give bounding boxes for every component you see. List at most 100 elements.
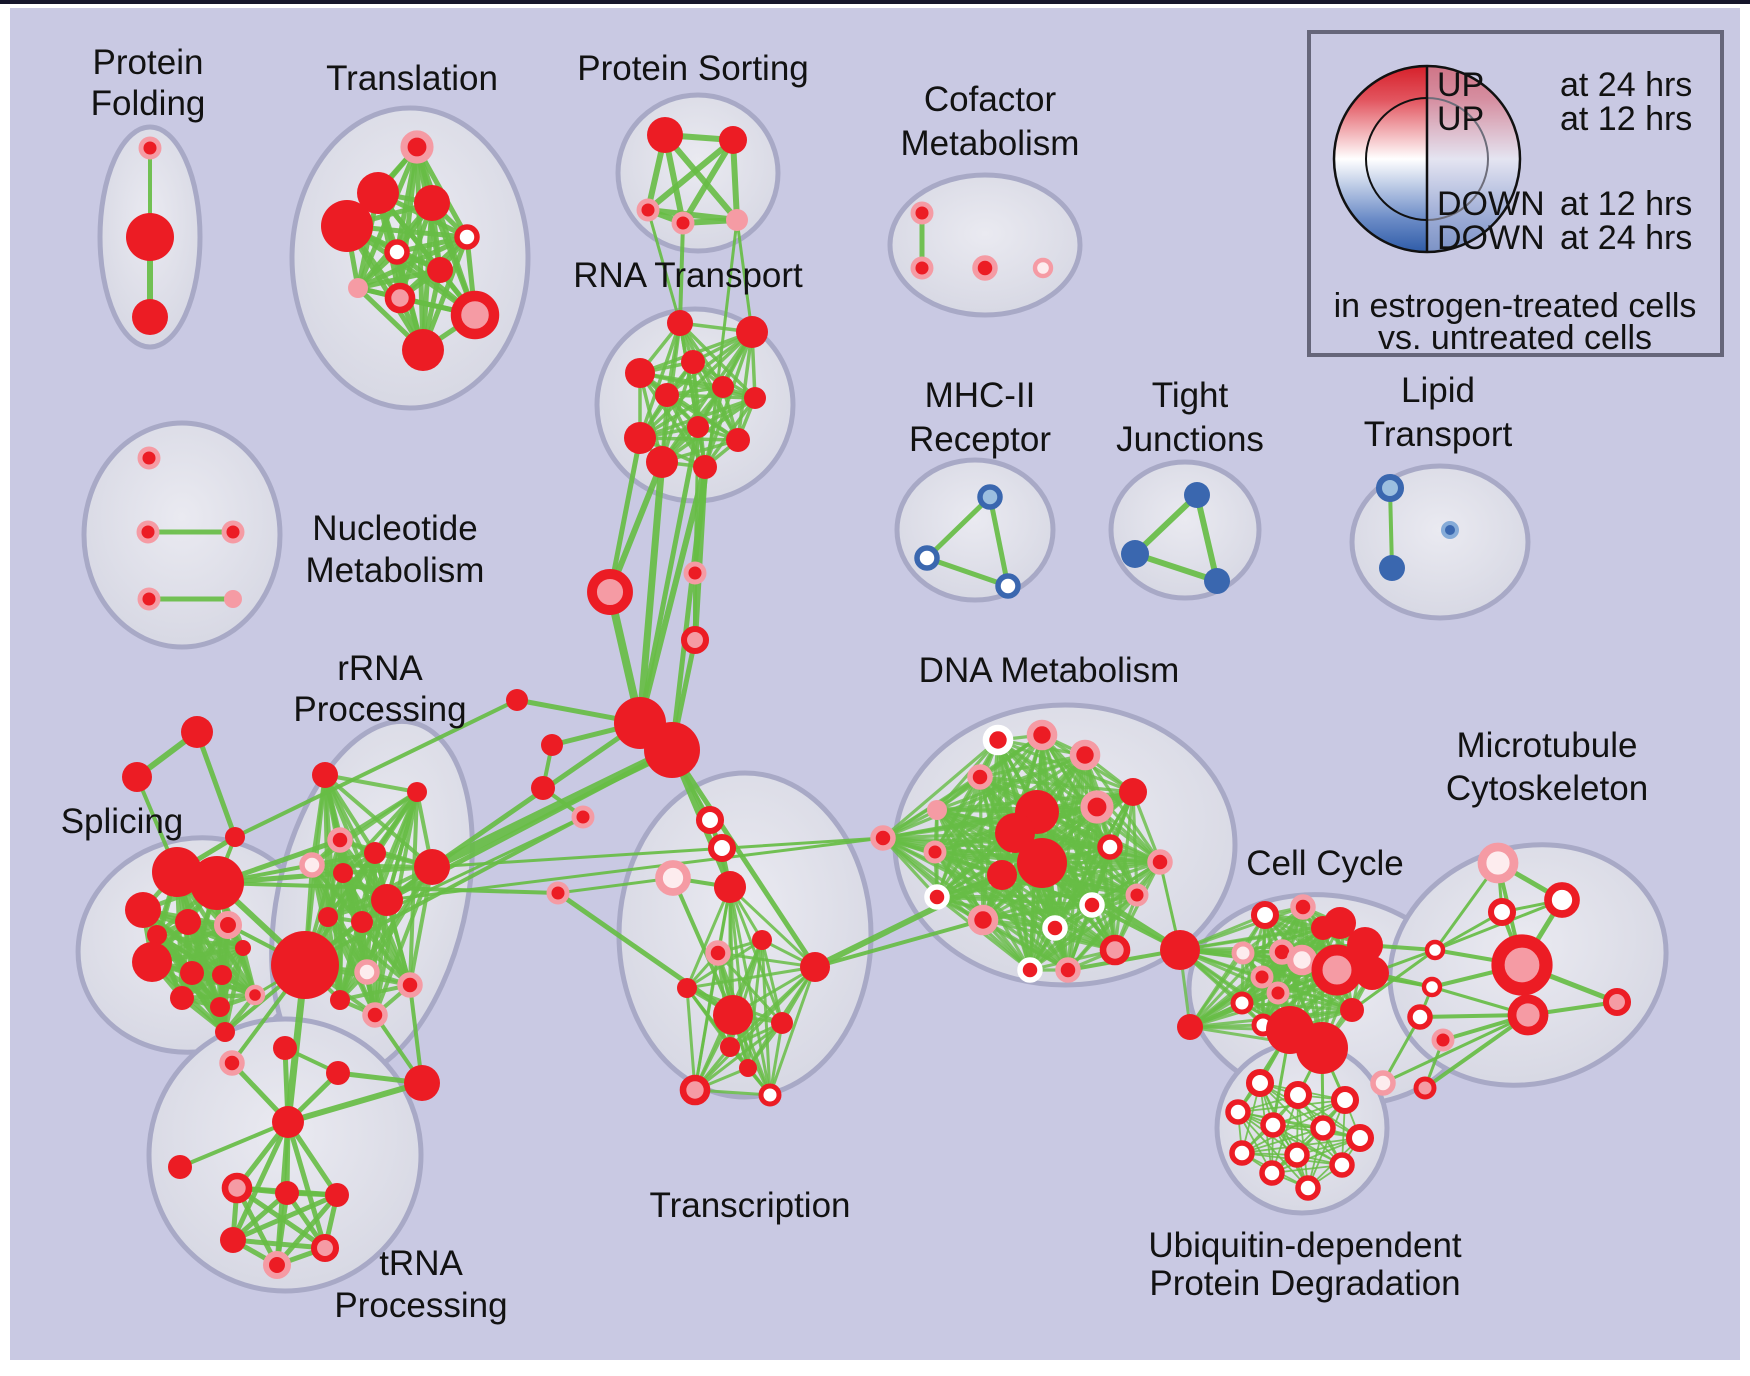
gene-node-169 [1370, 1070, 1396, 1096]
gene-node-47 [1379, 555, 1405, 581]
gene-node-166 [1507, 994, 1549, 1036]
gene-node-167 [1602, 987, 1632, 1017]
gene-node-120 [1119, 778, 1147, 806]
edge [408, 865, 434, 987]
gene-node-140 [1160, 930, 1200, 970]
gene-node-23 [667, 310, 693, 336]
gene-node-75 [312, 762, 338, 788]
gene-node-138 [1055, 957, 1081, 983]
gene-node-172 [1283, 1080, 1313, 1110]
edge [981, 918, 1070, 972]
edge [703, 330, 754, 469]
cluster-label-ubiquitin-degradation-line2: Protein Degradation [1149, 1264, 1460, 1303]
gene-node-43 [1184, 482, 1210, 508]
gene-node-95 [168, 1155, 192, 1179]
gene-node-119 [1069, 739, 1101, 771]
cluster-ellipse-nucleotide-metabolism [81, 420, 283, 650]
edge [194, 729, 238, 840]
cluster-label-protein-sorting-line1: Protein Sorting [577, 49, 809, 88]
gene-node-71 [170, 986, 194, 1010]
edge [1271, 1137, 1361, 1174]
gene-node-65 [147, 925, 167, 945]
cluster-label-translation-line1: Translation [326, 59, 498, 98]
gene-node-21 [972, 255, 998, 281]
edge [981, 860, 1162, 922]
cluster-label-nucleotide-metabolism-line2: Metabolism [306, 551, 485, 590]
gene-node-159 [1477, 842, 1519, 884]
edge [373, 898, 389, 1017]
gene-node-57 [644, 722, 700, 778]
edge [1194, 492, 1220, 584]
cluster-label-rna-transport-line1: RNA Transport [573, 256, 803, 295]
edge [669, 747, 818, 970]
gene-node-17 [671, 211, 695, 235]
edge [735, 218, 754, 334]
gene-node-28 [712, 376, 734, 398]
cluster-ellipse-tight-junctions [1108, 459, 1262, 601]
gene-node-14 [647, 117, 683, 153]
gene-node-123 [1080, 790, 1114, 824]
gene-node-156 [1296, 1022, 1348, 1074]
cluster-label-transcription-line1: Transcription [650, 1186, 851, 1225]
gene-node-29 [744, 387, 766, 409]
gene-node-35 [137, 446, 161, 470]
edge [1241, 951, 1265, 1027]
edge [274, 1192, 340, 1268]
legend-time-1: at 12 hrs [1560, 100, 1692, 138]
gene-node-74 [215, 1022, 235, 1042]
gene-node-134 [967, 904, 999, 936]
gene-node-20 [910, 256, 934, 280]
legend-direction-2: DOWN [1437, 185, 1545, 223]
edge [646, 208, 682, 325]
gene-node-135 [1079, 892, 1105, 918]
legend-footer-line2: vs. untreated cells [1378, 319, 1652, 357]
gene-node-44 [1121, 540, 1149, 568]
gene-node-127 [995, 813, 1035, 853]
gene-node-181 [1259, 1160, 1285, 1186]
gene-node-160 [1544, 882, 1580, 918]
edge [179, 992, 258, 1001]
cluster-label-splicing-line1: Splicing [61, 802, 184, 841]
edge [323, 773, 419, 794]
gene-node-151 [1250, 965, 1274, 989]
edge [881, 831, 1017, 840]
gene-node-22 [1032, 257, 1054, 279]
gene-node-180 [1329, 1152, 1355, 1178]
gene-node-30 [624, 422, 656, 454]
gene-node-175 [1260, 1112, 1286, 1138]
edge [768, 965, 817, 1097]
gene-node-33 [693, 455, 717, 479]
legend-direction-1: UP [1437, 100, 1484, 138]
gene-node-92 [326, 1061, 350, 1085]
edge [1188, 951, 1245, 1029]
gene-node-106 [546, 881, 570, 905]
legend-time-3: at 24 hrs [1560, 219, 1692, 257]
gene-node-108 [752, 930, 772, 950]
cluster-label-dna-metabolism-line1: DNA Metabolism [919, 651, 1180, 690]
gene-node-3 [400, 130, 434, 164]
gene-node-67 [132, 942, 172, 982]
edge [1132, 551, 1220, 584]
edge [813, 918, 985, 969]
gene-node-114 [739, 1059, 757, 1077]
edge [638, 371, 757, 400]
gene-node-153 [1230, 991, 1254, 1015]
gene-node-48 [1441, 521, 1459, 539]
edge [1241, 1127, 1324, 1154]
gene-node-162 [1424, 939, 1446, 961]
legend-time-2: at 12 hrs [1560, 185, 1692, 223]
edge [1178, 905, 1305, 952]
legend-direction-0: UP [1437, 66, 1484, 104]
edge [728, 885, 772, 1097]
cluster-label-nucleotide-metabolism-line1: Nucleotide [312, 509, 477, 548]
edge [665, 330, 754, 397]
gene-node-27 [655, 383, 679, 407]
legend-time-0: at 24 hrs [1560, 66, 1692, 104]
gene-node-79 [364, 842, 386, 864]
gene-node-82 [371, 884, 403, 916]
gene-node-46 [1375, 473, 1405, 503]
gene-node-63 [125, 892, 161, 928]
legend-fade-overlay [1427, 66, 1520, 252]
edge [636, 458, 666, 727]
